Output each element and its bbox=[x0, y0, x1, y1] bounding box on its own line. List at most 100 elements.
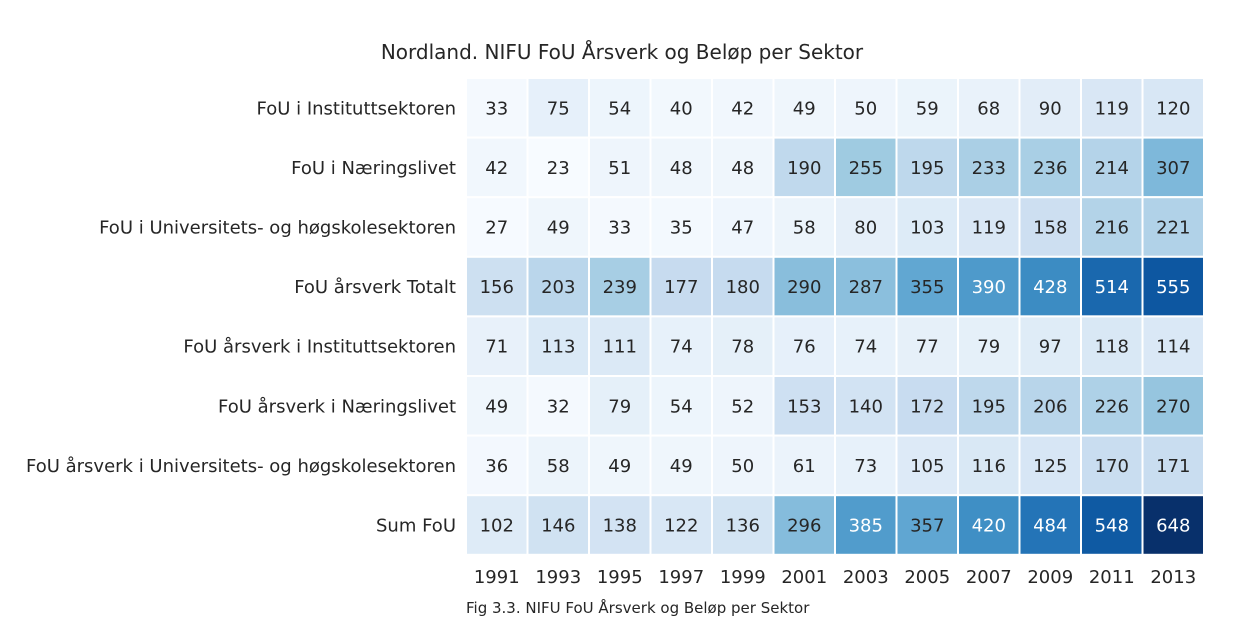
cell-value-label: 114 bbox=[1156, 337, 1190, 358]
cell-value-label: 35 bbox=[670, 218, 693, 239]
heatmap-cell bbox=[588, 196, 652, 258]
row-label-fou-i-universitets-og-hogskolesektoren: FoU i Universitets- og høgskolesektoren bbox=[99, 218, 456, 239]
cell-value-label: 239 bbox=[603, 277, 637, 298]
cell-value-label: 97 bbox=[1039, 337, 1062, 358]
heatmap-cell bbox=[1141, 136, 1205, 199]
cell-value-label: 287 bbox=[849, 277, 883, 298]
cell-value-label: 78 bbox=[731, 337, 754, 358]
heatmap-cell bbox=[465, 494, 529, 556]
row-label-fou-arsverk-i-naeringslivet: FoU årsverk i Næringslivet bbox=[218, 396, 456, 417]
cell-value-label: 50 bbox=[731, 456, 754, 477]
heatmap-cell bbox=[711, 434, 775, 497]
row-label-fou-i-naeringslivet: FoU i Næringslivet bbox=[291, 158, 456, 179]
heatmap-cell bbox=[1018, 77, 1082, 139]
cell-value-label: 514 bbox=[1095, 277, 1129, 298]
cell-value-label: 33 bbox=[485, 98, 508, 119]
row-label-fou-arsverk-totalt: FoU årsverk Totalt bbox=[294, 277, 456, 298]
cell-value-label: 158 bbox=[1033, 218, 1067, 239]
column-label-2013: 2013 bbox=[1150, 567, 1196, 588]
cell-value-label: 42 bbox=[485, 158, 508, 179]
cell-value-label: 102 bbox=[480, 516, 514, 537]
heatmap-cell bbox=[1080, 255, 1144, 318]
heatmap-cell bbox=[957, 434, 1021, 497]
heatmap-cell bbox=[465, 315, 529, 377]
row-label-fou-arsverk-i-instituttsektoren: FoU årsverk i Instituttsektoren bbox=[183, 337, 456, 358]
cell-value-label: 171 bbox=[1156, 456, 1190, 477]
cell-value-label: 195 bbox=[910, 158, 944, 179]
cell-value-label: 428 bbox=[1033, 277, 1067, 298]
cell-value-label: 118 bbox=[1095, 337, 1129, 358]
cell-value-label: 33 bbox=[608, 218, 631, 239]
cell-value-label: 54 bbox=[670, 396, 693, 417]
heatmap-cell bbox=[772, 255, 836, 318]
cell-value-label: 146 bbox=[541, 516, 575, 537]
cell-value-label: 190 bbox=[787, 158, 821, 179]
cell-value-label: 59 bbox=[916, 98, 939, 119]
heatmap-cell bbox=[711, 315, 775, 377]
column-label-1991: 1991 bbox=[474, 567, 520, 588]
column-label-2003: 2003 bbox=[843, 567, 889, 588]
cell-value-label: 172 bbox=[910, 396, 944, 417]
heatmap-cell bbox=[465, 375, 529, 437]
column-label-2009: 2009 bbox=[1027, 567, 1073, 588]
cell-value-label: 68 bbox=[977, 98, 1000, 119]
row-label-sum-fou: Sum FoU bbox=[376, 516, 456, 537]
cell-value-label: 103 bbox=[910, 218, 944, 239]
heatmap-cell bbox=[895, 136, 959, 199]
heatmap-cell bbox=[772, 77, 836, 139]
heatmap-cell bbox=[1080, 136, 1144, 199]
heatmap-cell bbox=[834, 375, 898, 437]
cell-value-label: 120 bbox=[1156, 98, 1190, 119]
cell-value-label: 49 bbox=[608, 456, 631, 477]
cell-value-label: 90 bbox=[1039, 98, 1062, 119]
cell-value-label: 122 bbox=[664, 516, 698, 537]
heatmap-cell bbox=[957, 375, 1021, 437]
cell-value-label: 73 bbox=[854, 456, 877, 477]
heatmap-cell bbox=[895, 315, 959, 377]
column-label-1993: 1993 bbox=[535, 567, 581, 588]
cell-value-label: 420 bbox=[972, 516, 1006, 537]
cell-value-label: 357 bbox=[910, 516, 944, 537]
heatmap-cell bbox=[1141, 196, 1205, 258]
cell-value-label: 71 bbox=[485, 337, 508, 358]
column-label-1997: 1997 bbox=[658, 567, 704, 588]
heatmap-cell bbox=[957, 494, 1021, 556]
cell-value-label: 113 bbox=[541, 337, 575, 358]
cell-value-label: 74 bbox=[854, 337, 877, 358]
heatmap-cell bbox=[465, 434, 529, 497]
cell-value-label: 548 bbox=[1095, 516, 1129, 537]
cell-value-label: 23 bbox=[547, 158, 570, 179]
cell-value-label: 27 bbox=[485, 218, 508, 239]
cell-value-label: 58 bbox=[547, 456, 570, 477]
cell-value-label: 233 bbox=[972, 158, 1006, 179]
heatmap-cell bbox=[588, 315, 652, 377]
heatmap-cell bbox=[895, 375, 959, 437]
column-label-2001: 2001 bbox=[781, 567, 827, 588]
row-label-fou-i-instituttsektoren: FoU i Instituttsektoren bbox=[256, 98, 456, 119]
heatmap-cell bbox=[649, 136, 713, 199]
heatmap-cell bbox=[1141, 494, 1205, 556]
heatmap-cell bbox=[1018, 434, 1082, 497]
cell-value-label: 79 bbox=[977, 337, 1000, 358]
row-labels: FoU i Instituttsektoren FoU i Næringslive… bbox=[26, 98, 456, 536]
cell-value-label: 80 bbox=[854, 218, 877, 239]
heatmap-cell bbox=[649, 494, 713, 556]
cell-value-label: 79 bbox=[608, 396, 631, 417]
cell-value-label: 170 bbox=[1095, 456, 1129, 477]
cell-value-label: 76 bbox=[793, 337, 816, 358]
cell-value-label: 484 bbox=[1033, 516, 1067, 537]
cell-value-label: 195 bbox=[972, 396, 1006, 417]
heatmap-cell bbox=[649, 434, 713, 497]
cell-value-label: 180 bbox=[726, 277, 760, 298]
cell-value-label: 48 bbox=[670, 158, 693, 179]
column-label-2011: 2011 bbox=[1089, 567, 1135, 588]
column-label-1999: 1999 bbox=[720, 567, 766, 588]
chart-caption: Fig 3.3. NIFU FoU Årsverk og Beløp per S… bbox=[466, 598, 810, 617]
cell-value-label: 48 bbox=[731, 158, 754, 179]
cell-value-label: 355 bbox=[910, 277, 944, 298]
heatmap-cell bbox=[465, 255, 529, 318]
heatmap-cell bbox=[1080, 315, 1144, 377]
cell-value-label: 390 bbox=[972, 277, 1006, 298]
heatmap-cell bbox=[526, 494, 590, 556]
